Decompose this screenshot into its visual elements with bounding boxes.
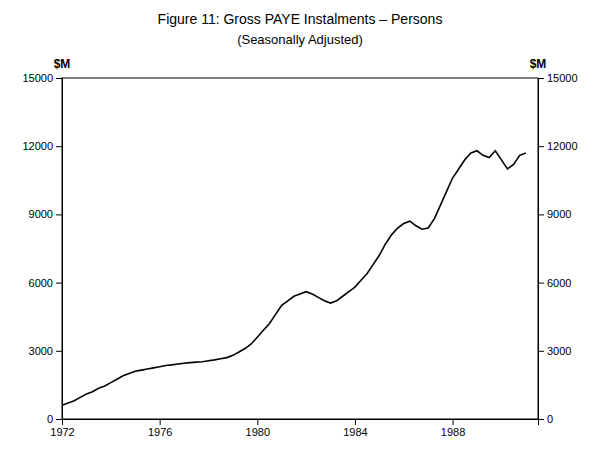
x-axis-line — [63, 420, 539, 426]
tick-label: 1972 — [50, 426, 74, 438]
tick-mark — [257, 419, 258, 425]
tick-mark — [538, 214, 544, 215]
tick-label: 12000 — [22, 140, 53, 152]
tick-mark — [538, 78, 544, 79]
tick: 6000 — [29, 277, 62, 289]
tick-label: 15000 — [22, 72, 53, 84]
tick: 1980 — [246, 419, 270, 438]
tick-label: 9000 — [547, 208, 571, 220]
tick-mark — [56, 78, 62, 79]
tick: 15000 — [538, 72, 578, 84]
title: Figure 11: Gross PAYE Instalments – Pers… — [158, 11, 443, 27]
tick: 3000 — [29, 345, 62, 357]
tick-label: 15000 — [547, 72, 578, 84]
tick: 1976 — [148, 419, 172, 438]
tick-mark — [538, 351, 544, 352]
tick-mark — [56, 146, 62, 147]
tick-label: 6000 — [29, 277, 53, 289]
tick: 3000 — [538, 345, 571, 357]
y2-axis-label: $M — [530, 57, 547, 71]
plot-area: 1972 1976 1980 1984 1988 0 3000 6000 9000 12000 15… — [22, 72, 577, 438]
tick: 9000 — [538, 208, 571, 220]
tick: 0 — [47, 413, 62, 425]
tick: 1988 — [441, 419, 465, 438]
tick-mark — [538, 146, 544, 147]
y-axis-label: $M — [54, 57, 71, 71]
tick: 12000 — [22, 140, 62, 152]
tick-label: 1988 — [441, 426, 465, 438]
tick-label: 3000 — [29, 345, 53, 357]
tick-mark — [160, 419, 161, 425]
tick-mark — [355, 419, 356, 425]
tick: 1984 — [343, 419, 367, 438]
tick: 0 — [538, 413, 553, 425]
tick-label: 6000 — [547, 277, 571, 289]
tick-mark — [56, 419, 62, 420]
chart: 1972 1976 1980 1984 1988 0 3000 6000 9000 12000 15… — [0, 0, 600, 459]
tick-mark — [538, 419, 544, 420]
tick: 6000 — [538, 277, 571, 289]
line — [62, 151, 526, 406]
y2-axis-line — [539, 79, 545, 420]
tick-label: 1984 — [343, 426, 367, 438]
subtitle: (Seasonally Adjusted) — [237, 32, 363, 47]
tick: 15000 — [22, 72, 62, 84]
x-axis: 1972 1976 1980 1984 1988 — [50, 419, 538, 438]
y-axis: 0 3000 6000 9000 12000 15000 — [22, 72, 62, 425]
tick-mark — [56, 283, 62, 284]
tick-mark — [453, 419, 454, 425]
tick-label: 0 — [547, 413, 553, 425]
tick-label: 0 — [47, 413, 53, 425]
tick-label: 12000 — [547, 140, 578, 152]
tick: 12000 — [538, 140, 578, 152]
plot-frame — [62, 78, 538, 419]
tick-label: 1980 — [246, 426, 270, 438]
tick-label: 9000 — [29, 208, 53, 220]
tick-mark — [56, 351, 62, 352]
tick: 1972 — [50, 419, 74, 438]
tick-label: 3000 — [547, 345, 571, 357]
tick-mark — [538, 283, 544, 284]
y2-axis: 0 3000 6000 9000 12000 15000 — [538, 72, 578, 425]
series-group — [62, 151, 526, 406]
tick-mark — [56, 214, 62, 215]
tick-label: 1976 — [148, 426, 172, 438]
tick: 9000 — [29, 208, 62, 220]
